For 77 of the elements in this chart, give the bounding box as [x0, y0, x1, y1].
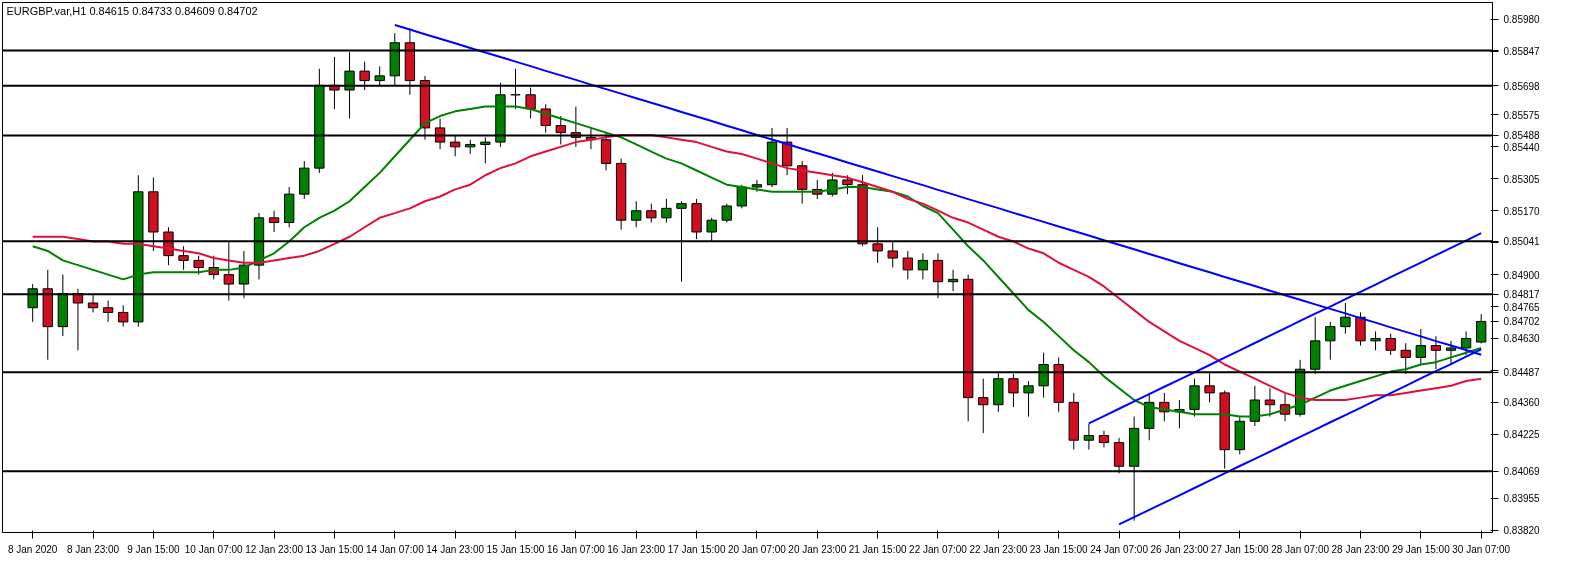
ref-line-label: 0.85488 — [1503, 130, 1541, 142]
y-tick-label: 0.84225 — [1503, 429, 1541, 441]
x-tick-label: 13 Jan 15:00 — [305, 543, 364, 555]
candlestick — [1023, 380, 1034, 418]
ref-line-label: 0.85847 — [1503, 45, 1541, 57]
candlestick — [1355, 311, 1366, 347]
ref-line-label: 0.85041 — [1503, 236, 1541, 248]
x-tick-label: 22 Jan 23:00 — [969, 543, 1028, 555]
y-tick-label: 0.84630 — [1503, 333, 1541, 345]
candlestick — [102, 300, 114, 323]
candlestick — [268, 210, 280, 233]
ref-line-label: 0.84487 — [1503, 367, 1541, 379]
y-tick-label: 0.83820 — [1503, 525, 1541, 537]
y-tick-label: 0.85170 — [1503, 205, 1541, 217]
x-tick-label: 23 Jan 15:00 — [1029, 543, 1089, 555]
y-tick-label: 0.84360 — [1503, 397, 1541, 409]
candlestick — [797, 160, 808, 205]
ref-line-label: 0.84817 — [1503, 289, 1541, 301]
x-tick-label: 14 Jan 07:00 — [365, 543, 425, 555]
candlestick — [1340, 302, 1351, 335]
ref-line-label: 0.84069 — [1503, 466, 1541, 478]
candlestick — [1476, 313, 1487, 344]
y-tick-label: 0.85305 — [1503, 173, 1541, 185]
y-tick-label: 0.84702 — [1503, 316, 1541, 328]
y-tick-label: 0.85440 — [1503, 141, 1541, 153]
x-tick-label: 20 Jan 23:00 — [788, 543, 847, 555]
x-tick-label: 14 Jan 23:00 — [426, 543, 485, 555]
x-tick-label: 20 Jan 07:00 — [728, 543, 787, 555]
x-tick-label: 8 Jan 23:00 — [66, 543, 120, 555]
candlestick — [842, 174, 853, 195]
candlestick — [978, 378, 989, 434]
candlestick — [1098, 430, 1110, 448]
candlestick — [1385, 333, 1396, 356]
candlestick — [1460, 330, 1472, 356]
x-tick-label: 8 Jan 2020 — [7, 543, 58, 555]
x-tick-label: 10 Jan 07:00 — [184, 543, 244, 555]
candlestick — [178, 245, 189, 271]
candlestick — [1445, 340, 1457, 366]
candlestick — [721, 203, 732, 224]
candlestick — [1415, 328, 1427, 366]
x-tick-label: 12 Jan 23:00 — [245, 543, 304, 555]
candlestick — [751, 179, 763, 193]
x-tick-label: 24 Jan 07:00 — [1090, 543, 1149, 555]
candlestick — [118, 304, 129, 328]
candlestick — [661, 198, 672, 224]
y-tick-label: 0.83955 — [1503, 493, 1541, 505]
candlestick — [1264, 387, 1276, 418]
x-tick-label: 30 Jan 07:00 — [1452, 543, 1511, 555]
candlestick — [1370, 330, 1381, 351]
x-tick-label: 28 Jan 23:00 — [1331, 543, 1390, 555]
x-tick-label: 17 Jan 15:00 — [667, 543, 726, 555]
candlestick — [1325, 321, 1336, 361]
x-tick-label: 16 Jan 07:00 — [546, 543, 606, 555]
chart-title: EURGBP.var,H1 0.84615 0.84733 0.84609 0.84702 — [6, 4, 258, 17]
candlestick — [736, 184, 748, 209]
candlestick — [646, 203, 657, 224]
x-tick-label: 21 Jan 15:00 — [848, 543, 907, 555]
candlestick — [1430, 335, 1442, 370]
y-tick-label: 0.85980 — [1503, 14, 1541, 26]
candlestick — [631, 200, 642, 228]
x-tick-label: 26 Jan 23:00 — [1150, 543, 1209, 555]
candlestick — [827, 172, 838, 198]
candlestick — [917, 252, 929, 280]
x-tick-label: 22 Jan 07:00 — [909, 543, 968, 555]
x-tick-label: 16 Jan 23:00 — [607, 543, 666, 555]
x-tick-label: 15 Jan 15:00 — [486, 543, 545, 555]
y-tick-label: 0.84900 — [1503, 269, 1541, 281]
x-tick-label: 27 Jan 15:00 — [1210, 543, 1270, 555]
y-tick-label: 0.84765 — [1503, 301, 1541, 313]
y-tick-label: 0.85575 — [1503, 109, 1541, 121]
candlestick — [1083, 423, 1095, 451]
x-tick-label: 29 Jan 15:00 — [1391, 543, 1451, 555]
x-tick-label: 28 Jan 07:00 — [1271, 543, 1330, 555]
x-tick-label: 9 Jan 15:00 — [127, 543, 180, 555]
candlestick — [902, 250, 913, 280]
ref-line-label: 0.85698 — [1503, 80, 1541, 92]
candlestick — [193, 255, 204, 276]
